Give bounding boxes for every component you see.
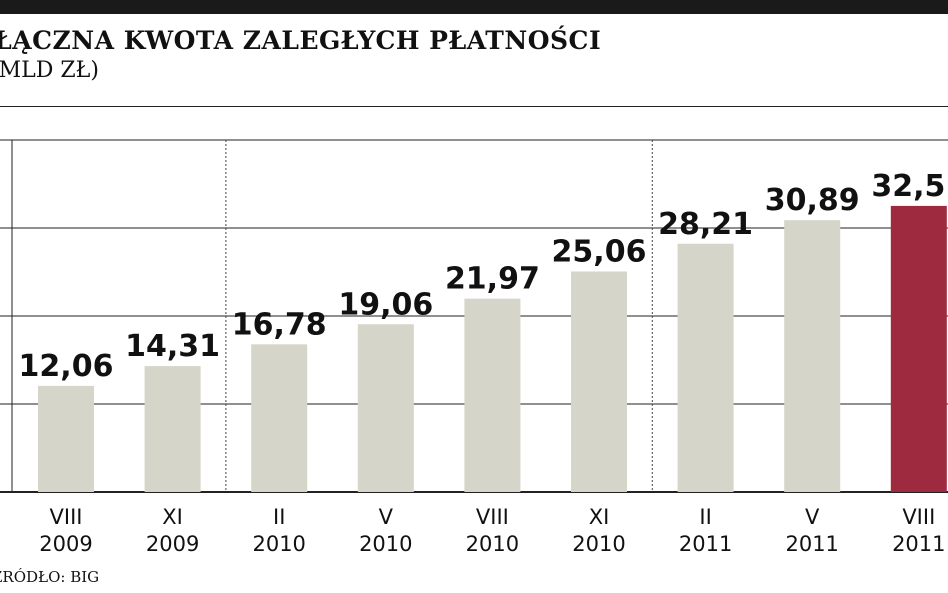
x-tick-label: II xyxy=(699,505,711,529)
data-label: 30,89 xyxy=(765,183,860,218)
x-tick-label: II xyxy=(273,505,285,529)
bar xyxy=(890,205,947,493)
x-tick-label: 2011 xyxy=(892,532,945,556)
chart-subtitle: (MLD ZŁ) xyxy=(0,58,99,83)
bar xyxy=(38,385,94,492)
x-tick-label: VIII xyxy=(50,505,83,529)
bar xyxy=(357,324,414,492)
data-label: 16,78 xyxy=(232,307,327,342)
x-tick-label: XI xyxy=(589,505,610,529)
x-tick-label: XI xyxy=(162,505,183,529)
x-tick-label: V xyxy=(805,505,820,529)
bar xyxy=(144,366,201,492)
data-label: 14,31 xyxy=(125,329,220,364)
data-label: 28,21 xyxy=(658,207,753,242)
top-bar xyxy=(0,0,948,14)
x-tick-label: 2011 xyxy=(785,532,838,556)
x-tick-label: VIII xyxy=(902,505,935,529)
bar xyxy=(784,220,841,492)
bar xyxy=(677,243,734,492)
chart-title: ŁĄCZNA KWOTA ZALEGŁYCH PŁATNOŚCI xyxy=(0,26,602,55)
data-label: 32,51 xyxy=(871,169,948,204)
data-label: 12,06 xyxy=(19,349,114,384)
bar xyxy=(464,298,521,492)
data-label: 19,06 xyxy=(338,287,433,322)
source-note: ŹRÓDŁO: BIG xyxy=(0,568,100,586)
x-tick-label: 2010 xyxy=(252,532,305,556)
x-tick-label: 2010 xyxy=(359,532,412,556)
data-label: 21,97 xyxy=(445,262,540,297)
x-tick-label: VIII xyxy=(476,505,509,529)
title-divider xyxy=(0,106,948,107)
x-tick-label: 2010 xyxy=(572,532,625,556)
bar xyxy=(251,344,308,492)
bar xyxy=(571,271,627,492)
x-tick-label: V xyxy=(379,505,394,529)
x-tick-label: 2010 xyxy=(466,532,519,556)
x-tick-label: 2011 xyxy=(679,532,732,556)
x-tick-label: 2009 xyxy=(146,532,199,556)
data-label: 25,06 xyxy=(552,234,647,269)
x-tick-label: 2009 xyxy=(39,532,92,556)
